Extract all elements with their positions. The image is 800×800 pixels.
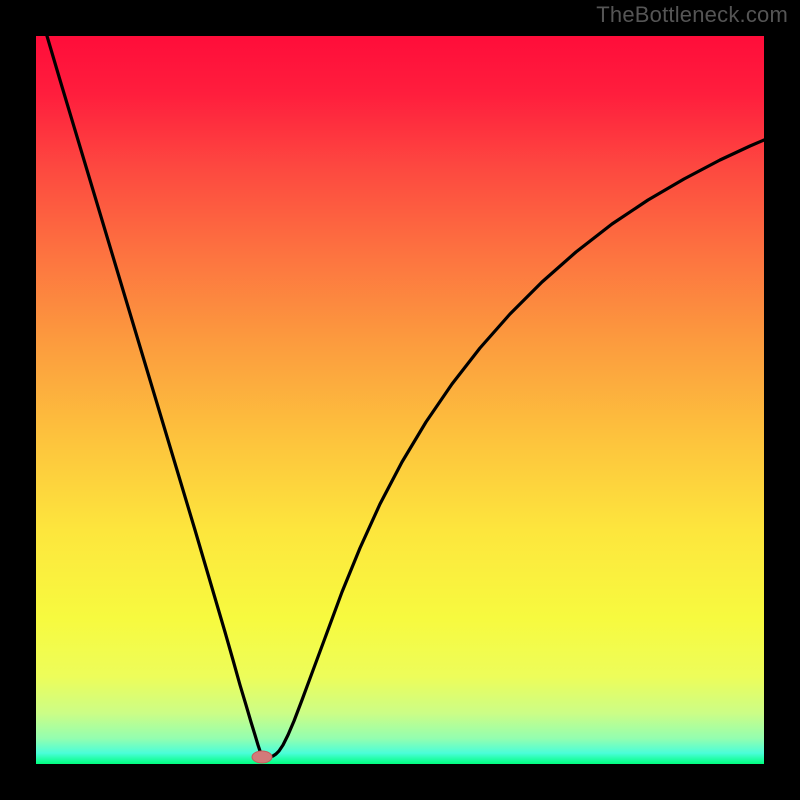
chart-background <box>36 36 764 764</box>
watermark-label: TheBottleneck.com <box>596 2 788 28</box>
chart-container: TheBottleneck.com <box>0 0 800 800</box>
bottleneck-chart <box>0 0 800 800</box>
optimum-marker <box>252 751 272 763</box>
